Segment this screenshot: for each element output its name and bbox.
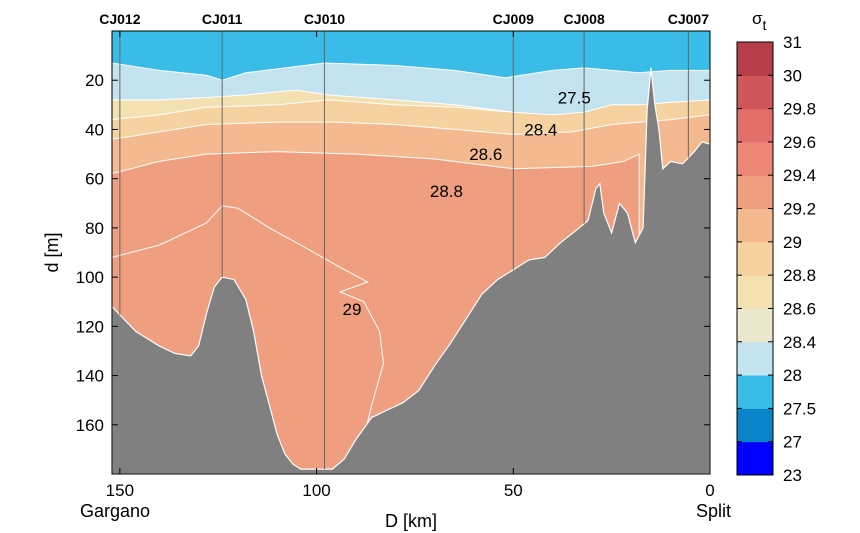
colorbar-swatch-28.6 [737,275,773,309]
contour-labels: 27.528.4 28.6 28.8 29 [343,88,591,319]
station-label-cj011: CJ011 [202,11,243,27]
colorbar-swatch-29.6 [737,108,773,143]
layer-fill-27.5 [112,31,710,474]
colorbar-swatch-29.2 [737,175,773,210]
colorbar-label: 29.2 [783,200,816,219]
contour-label-28.8: 28.8 [430,182,463,201]
y-tick-label: 20 [85,71,104,90]
seafloor-shape [112,67,710,474]
x-tick-label: 0 [705,481,714,500]
x-end-labels: Gargano Split [80,501,731,521]
colorbar-label: 31 [783,33,802,52]
layer-fill-29 [112,31,710,474]
colorbar-swatch-27 [737,408,773,443]
x-axis: 150 100 50 0 [106,31,715,500]
colorbar-label: 28.4 [783,333,816,352]
y-tick-label: 80 [85,219,104,238]
colorbar-label: 28.6 [783,299,816,318]
colorbar-title: σt [752,9,767,33]
colorbar-label: 29.6 [783,133,816,152]
colorbar-label: 29.4 [783,166,816,185]
colorbar-label: 28.8 [783,266,816,285]
colorbar-frame [736,41,774,476]
colorbar-title-sigma: σ [752,9,763,28]
contour-label-28.6: 28.6 [469,145,502,164]
colorbar-swatch-27.5 [737,375,773,409]
contour-label-29: 29 [343,300,362,319]
colorbar-label: 28 [783,366,802,385]
station-label-cj012: CJ012 [99,11,140,27]
y-axis: 20 40 60 80 100 120 140 160 [76,71,710,435]
x-axis-label: D [km] [385,511,437,531]
station-label-cj007: CJ007 [668,11,709,27]
colorbar-swatch-30 [737,42,773,76]
y-axis-label: d [m] [42,232,62,272]
contour-label-28.4: 28.4 [524,120,557,139]
colorbar: σt 23 27 27.5 28 28.4 28.6 28.8 29 29.2 29.4 29.6 2… [736,9,816,485]
colorbar-swatch-23 [737,441,773,476]
colorbar-swatch-28.8 [737,241,773,276]
y-tick-label: 60 [85,170,104,189]
colorbar-swatch-29.4 [737,141,773,176]
seafloor-bathymetry [112,67,710,474]
colorbar-label: 23 [783,466,802,485]
x-tick-label: 50 [504,481,523,500]
colorbar-swatch-29.8 [737,75,773,110]
colorbar-label: 29 [783,233,802,252]
y-tick-label: 160 [76,416,104,435]
station-label-cj009: CJ009 [493,11,534,27]
y-tick-label: 120 [76,317,104,336]
x-end-label-split: Split [696,501,731,521]
plot-frame [111,30,711,475]
colorbar-swatch-28.4 [737,308,773,343]
station-label-cj010: CJ010 [304,11,345,27]
colorbar-title-subscript: t [763,17,767,33]
station-label-cj008: CJ008 [563,11,604,27]
colorbar-label: 27.5 [783,399,816,418]
x-tick-label: 150 [106,481,134,500]
contour-label-27.5: 27.5 [558,88,591,107]
colorbar-label: 30 [783,66,802,85]
x-tick-label: 100 [302,481,330,500]
x-end-label-gargano: Gargano [80,501,150,521]
y-tick-label: 100 [76,268,104,287]
station-lines: CJ012 CJ011 CJ010 CJ009 CJ008 CJ007 [99,11,709,470]
y-tick-label: 40 [85,120,104,139]
colorbar-label: 29.8 [783,100,816,119]
colorbar-swatch-28 [737,341,773,376]
colorbar-label: 27 [783,433,802,452]
colorbar-swatch-29 [737,208,773,243]
y-tick-label: 140 [76,367,104,386]
